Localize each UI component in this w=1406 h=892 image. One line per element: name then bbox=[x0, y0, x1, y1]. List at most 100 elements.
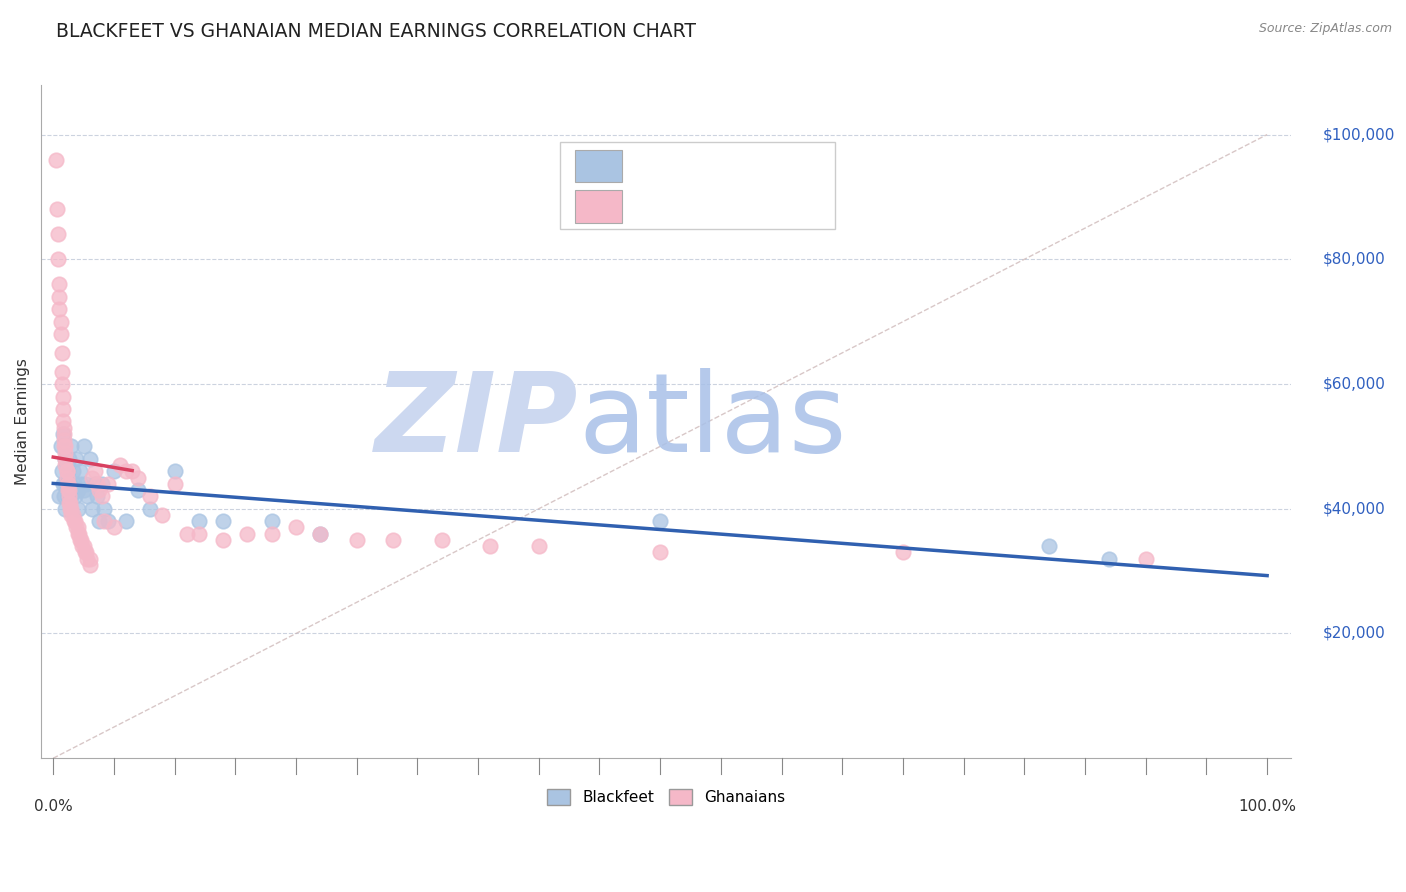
Point bbox=[59, 501, 82, 516]
Point bbox=[139, 489, 162, 503]
Point bbox=[75, 545, 97, 559]
Point bbox=[891, 545, 914, 559]
Text: Source: ZipAtlas.com: Source: ZipAtlas.com bbox=[1258, 22, 1392, 36]
Legend: Blackfeet, Ghanaians: Blackfeet, Ghanaians bbox=[541, 783, 792, 811]
Point bbox=[55, 445, 77, 459]
Point bbox=[52, 426, 75, 441]
Point bbox=[97, 514, 120, 528]
Point bbox=[65, 520, 87, 534]
Point bbox=[79, 558, 101, 572]
Point bbox=[1098, 551, 1121, 566]
Point bbox=[285, 520, 308, 534]
Point bbox=[56, 476, 79, 491]
Text: R =  0.186: R = 0.186 bbox=[637, 199, 723, 214]
Point bbox=[63, 476, 86, 491]
Point bbox=[55, 501, 77, 516]
Point bbox=[103, 520, 125, 534]
Point bbox=[70, 533, 93, 547]
Point bbox=[108, 458, 131, 472]
Point bbox=[69, 533, 91, 547]
Point bbox=[650, 514, 672, 528]
Point bbox=[127, 470, 149, 484]
Point bbox=[55, 451, 77, 466]
Point bbox=[121, 464, 143, 478]
Point bbox=[55, 458, 77, 472]
Text: 100.0%: 100.0% bbox=[1239, 798, 1296, 814]
Point bbox=[49, 315, 72, 329]
Point bbox=[83, 464, 105, 478]
Point bbox=[90, 489, 112, 503]
Point bbox=[650, 545, 672, 559]
Point bbox=[48, 489, 70, 503]
Point bbox=[55, 451, 77, 466]
Point bbox=[63, 514, 86, 528]
Point bbox=[187, 526, 209, 541]
Point bbox=[66, 520, 89, 534]
Point bbox=[236, 526, 259, 541]
Text: $100,000: $100,000 bbox=[1323, 127, 1395, 142]
Point bbox=[55, 476, 77, 491]
Point bbox=[115, 464, 138, 478]
Point bbox=[48, 302, 70, 317]
Point bbox=[62, 508, 84, 522]
Point bbox=[309, 526, 332, 541]
Point bbox=[152, 508, 174, 522]
Point bbox=[79, 551, 101, 566]
Point bbox=[52, 414, 75, 428]
Text: $80,000: $80,000 bbox=[1323, 252, 1385, 267]
Point bbox=[103, 464, 125, 478]
Point bbox=[56, 483, 79, 497]
Text: 0.0%: 0.0% bbox=[34, 798, 73, 814]
FancyBboxPatch shape bbox=[575, 190, 623, 223]
Point bbox=[60, 439, 83, 453]
Point bbox=[55, 464, 77, 478]
Point bbox=[72, 539, 94, 553]
Point bbox=[56, 489, 79, 503]
Point bbox=[527, 539, 550, 553]
Point bbox=[72, 539, 94, 553]
Point bbox=[69, 464, 91, 478]
Point bbox=[48, 277, 70, 292]
Point bbox=[62, 464, 84, 478]
Point bbox=[75, 476, 97, 491]
Point bbox=[1038, 539, 1060, 553]
Point bbox=[51, 346, 73, 360]
Point bbox=[58, 495, 80, 509]
Point bbox=[212, 533, 235, 547]
Point bbox=[76, 489, 98, 503]
Point bbox=[56, 464, 79, 478]
Point bbox=[48, 290, 70, 304]
Point bbox=[49, 439, 72, 453]
Point bbox=[260, 514, 283, 528]
Point bbox=[51, 377, 73, 392]
Text: $40,000: $40,000 bbox=[1323, 501, 1385, 516]
Point bbox=[63, 489, 86, 503]
Text: ZIP: ZIP bbox=[375, 368, 579, 475]
Point bbox=[45, 153, 67, 167]
Point bbox=[52, 390, 75, 404]
Point bbox=[49, 327, 72, 342]
Point bbox=[93, 514, 115, 528]
Point bbox=[82, 501, 104, 516]
Point bbox=[63, 514, 86, 528]
Point bbox=[55, 439, 77, 453]
Point bbox=[53, 489, 76, 503]
Point bbox=[86, 476, 108, 491]
Point bbox=[115, 514, 138, 528]
Point bbox=[60, 508, 83, 522]
Point bbox=[82, 470, 104, 484]
Point bbox=[89, 483, 111, 497]
Point bbox=[163, 476, 186, 491]
Point bbox=[76, 551, 98, 566]
Point bbox=[176, 526, 198, 541]
Point bbox=[72, 439, 94, 453]
Y-axis label: Median Earnings: Median Earnings bbox=[15, 358, 30, 485]
Point bbox=[56, 476, 79, 491]
Point bbox=[430, 533, 453, 547]
Point bbox=[53, 439, 76, 453]
Point bbox=[187, 514, 209, 528]
Text: atlas: atlas bbox=[579, 368, 848, 475]
FancyBboxPatch shape bbox=[575, 150, 623, 182]
Text: $60,000: $60,000 bbox=[1323, 376, 1385, 392]
Text: $20,000: $20,000 bbox=[1323, 626, 1385, 641]
